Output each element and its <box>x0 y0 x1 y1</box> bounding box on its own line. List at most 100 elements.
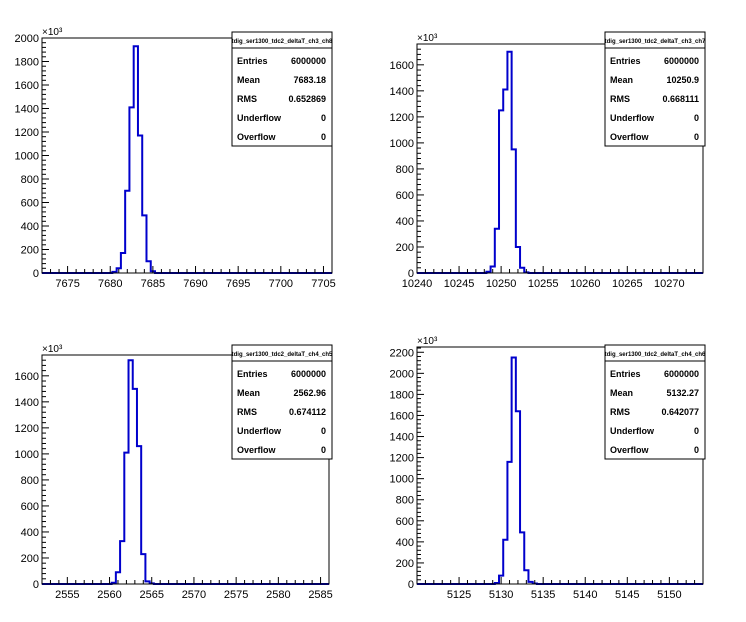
histogram-title: tdig_ser1300_tdc2_deltaT_ch3_ch8 <box>232 39 333 45</box>
stats-label: Entries <box>237 369 268 379</box>
stats-label: Underflow <box>610 426 655 436</box>
y-tick-label: 200 <box>396 242 414 254</box>
stats-box <box>604 344 706 460</box>
y-tick-label: 400 <box>396 537 414 549</box>
y-tick-label: 1400 <box>15 397 39 409</box>
stats-value: 10250.9 <box>666 75 699 85</box>
y-tick-label: 1600 <box>15 371 39 383</box>
x-tick-label: 2560 <box>97 589 121 601</box>
histogram-panel-4: 5125 5130 5135 5140 5145 5150 0 200 400 600 800 100… <box>390 336 707 601</box>
stats-label: Underflow <box>237 113 282 123</box>
y-tick-label: 1200 <box>390 453 414 465</box>
x-tick-label: 2570 <box>182 589 206 601</box>
stats-value: 0.652869 <box>288 94 326 104</box>
y-tick-label: 400 <box>21 527 39 539</box>
histogram-line <box>42 45 332 274</box>
stats-value: 2562.96 <box>293 388 326 398</box>
y-tick-label: 0 <box>408 579 414 591</box>
stats-label: Mean <box>610 388 633 398</box>
stats-label: Mean <box>237 388 260 398</box>
x-tick-label: 10265 <box>612 278 643 290</box>
x-tick-label: 7675 <box>55 278 79 290</box>
histogram-panel-1: 7675 7680 7685 7690 7695 7700 7705 0 200 400 600 80… <box>15 27 336 290</box>
x-tick-label: 10270 <box>654 278 685 290</box>
x-tick-label: 5140 <box>573 589 597 601</box>
stats-label: Entries <box>237 56 268 66</box>
y-tick-label: 200 <box>396 558 414 570</box>
x-tick-label: 7680 <box>98 278 122 290</box>
x-tick-label: 10240 <box>402 278 433 290</box>
x-tick-label: 10260 <box>570 278 601 290</box>
y-exponent-label: ×10³ <box>417 33 438 44</box>
stats-box <box>231 31 333 147</box>
y-exponent-label: ×10³ <box>42 27 63 38</box>
stats-value: 0.642077 <box>661 407 699 417</box>
x-tick-label: 2580 <box>266 589 290 601</box>
x-tick-label: 5145 <box>615 589 639 601</box>
stats-box <box>231 344 333 460</box>
x-tick-label: 2555 <box>55 589 79 601</box>
histogram-title: tdig_ser1300_tdc2_deltaT_ch4_ch5 <box>232 352 333 358</box>
y-tick-label: 1600 <box>390 410 414 422</box>
stats-label: Underflow <box>610 113 655 123</box>
x-tick-label: 2565 <box>139 589 163 601</box>
y-tick-label: 600 <box>396 516 414 528</box>
stats-value: 0 <box>694 113 699 123</box>
y-exponent-label: ×10³ <box>417 336 438 347</box>
y-tick-label: 0 <box>408 268 414 280</box>
stats-label: RMS <box>610 407 630 417</box>
x-tick-label: 5130 <box>489 589 513 601</box>
x-tick-label: 7695 <box>226 278 250 290</box>
stats-label: Overflow <box>237 445 277 455</box>
stats-value: 6000000 <box>291 369 326 379</box>
stats-label: Overflow <box>237 132 277 142</box>
x-tick-label: 5150 <box>657 589 681 601</box>
stats-value: 0 <box>321 445 326 455</box>
stats-value: 6000000 <box>664 369 699 379</box>
y-tick-label: 1400 <box>390 432 414 444</box>
y-exponent-label: ×10³ <box>42 344 63 355</box>
stats-value: 5132.27 <box>666 388 699 398</box>
stats-label: Entries <box>610 56 641 66</box>
y-tick-label: 800 <box>396 164 414 176</box>
stats-label: Overflow <box>610 445 650 455</box>
stats-box <box>604 31 706 147</box>
x-tick-label: 7685 <box>141 278 165 290</box>
y-tick-label: 200 <box>21 245 39 257</box>
stats-label: Mean <box>610 75 633 85</box>
stats-value: 7683.18 <box>293 75 326 85</box>
stats-label: Entries <box>610 369 641 379</box>
y-tick-label: 1800 <box>15 57 39 69</box>
y-tick-label: 400 <box>396 216 414 228</box>
x-tick-label: 7705 <box>311 278 335 290</box>
stats-value: 0 <box>694 426 699 436</box>
x-tick-label: 7700 <box>269 278 293 290</box>
y-tick-label: 0 <box>33 268 39 280</box>
histogram-title: tdig_ser1300_tdc2_deltaT_ch3_ch7 <box>605 39 706 45</box>
histogram-panel-3: 2555 2560 2565 2570 2575 2580 2585 0 200 400 600 80… <box>15 344 334 601</box>
histogram-line <box>417 356 703 585</box>
y-tick-label: 1000 <box>15 449 39 461</box>
histogram-title: tdig_ser1300_tdc2_deltaT_ch4_ch6 <box>605 352 706 358</box>
stats-value: 6000000 <box>664 56 699 66</box>
stats-label: Overflow <box>610 132 650 142</box>
histogram-panel-2: 10240 10245 10250 10255 10260 10265 10270 0 200 4… <box>390 31 706 290</box>
x-tick-label: 5125 <box>447 589 471 601</box>
x-tick-label: 10245 <box>444 278 475 290</box>
y-tick-label: 600 <box>396 190 414 202</box>
stats-label: RMS <box>610 94 630 104</box>
y-tick-label: 2000 <box>15 33 39 45</box>
y-tick-label: 1400 <box>15 104 39 116</box>
y-tick-label: 1000 <box>390 474 414 486</box>
histogram-line <box>417 50 703 274</box>
y-tick-label: 1000 <box>390 138 414 150</box>
stats-value: 0 <box>694 132 699 142</box>
stats-label: Underflow <box>237 426 282 436</box>
x-tick-label: 5135 <box>531 589 555 601</box>
stats-value: 0 <box>321 426 326 436</box>
y-tick-label: 800 <box>21 475 39 487</box>
stats-label: RMS <box>237 407 257 417</box>
y-tick-label: 1800 <box>390 389 414 401</box>
y-tick-label: 2200 <box>390 347 414 359</box>
y-tick-label: 200 <box>21 553 39 565</box>
